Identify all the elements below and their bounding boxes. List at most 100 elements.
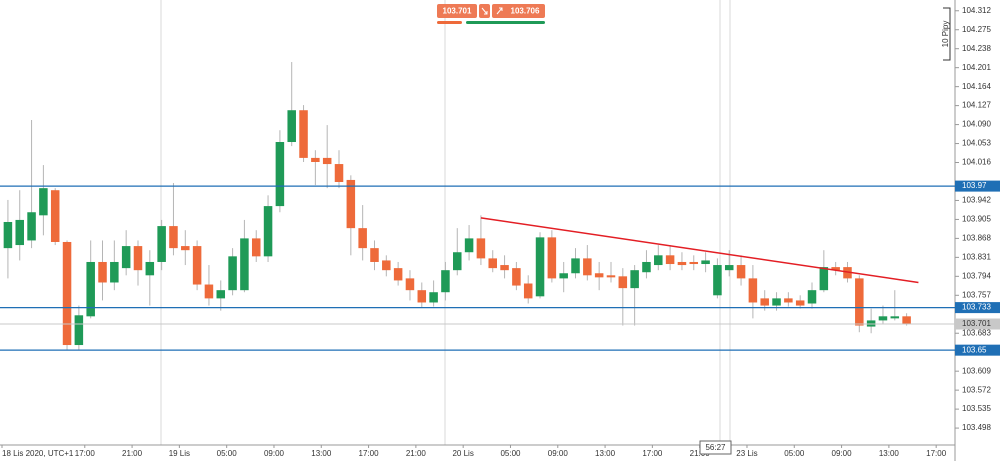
candle-body xyxy=(713,265,722,296)
candle-body xyxy=(192,246,202,285)
x-tick-label: 17:00 xyxy=(75,449,96,458)
candle-body xyxy=(807,290,817,304)
current-price-label: 103.701 xyxy=(962,319,991,328)
candle-body xyxy=(263,206,273,257)
candle-body xyxy=(74,315,84,346)
x-tick-label: 09:00 xyxy=(548,449,569,458)
sell-price: 103.701 xyxy=(443,7,472,16)
x-tick-label: 13:00 xyxy=(879,449,900,458)
buy-button[interactable] xyxy=(492,4,545,18)
x-tick-label: 23 Lis xyxy=(736,449,757,458)
candle-body xyxy=(251,238,261,257)
x-tick-label: 19 Lis xyxy=(169,449,190,458)
candle-body xyxy=(417,290,427,303)
y-tick-label: 103.572 xyxy=(962,385,991,394)
candle-body xyxy=(15,219,24,246)
candle-body xyxy=(547,237,557,279)
candle-body xyxy=(890,316,900,319)
x-tick-label: 05:00 xyxy=(784,449,805,458)
candle-body xyxy=(665,255,675,265)
candle-body xyxy=(618,276,628,289)
candle-body xyxy=(216,290,226,299)
candle-body xyxy=(145,261,155,276)
candle-body xyxy=(358,228,367,249)
y-tick-label: 103.609 xyxy=(962,366,991,375)
candle-body xyxy=(654,255,663,266)
pip-label: 10 Pipy xyxy=(941,21,950,48)
x-tick-label: 13:00 xyxy=(311,449,332,458)
candle-body xyxy=(736,265,746,279)
y-tick-label: 104.090 xyxy=(962,120,991,129)
candle-body xyxy=(27,212,36,241)
y-tick-label: 103.683 xyxy=(962,328,991,337)
candle-body xyxy=(240,238,249,291)
candle-body xyxy=(583,258,592,276)
candle-body xyxy=(453,252,462,271)
candle-body xyxy=(677,261,687,266)
trade-panel: 103.701 103.706 xyxy=(437,4,545,24)
candle-body xyxy=(204,284,214,299)
x-tick-label: 17:00 xyxy=(642,449,663,458)
candle-body xyxy=(39,188,48,216)
candle-body xyxy=(62,241,72,346)
candle-body xyxy=(866,320,876,327)
candle-body xyxy=(878,316,888,321)
y-tick-label: 104.201 xyxy=(962,63,991,72)
pip-bracket xyxy=(943,7,951,61)
y-tick-label: 104.275 xyxy=(962,25,991,34)
candle-body xyxy=(689,261,699,265)
buy-price: 103.706 xyxy=(511,7,540,16)
candle-body xyxy=(500,265,509,271)
arrow-icon xyxy=(496,7,503,15)
candle-body xyxy=(50,190,60,242)
candle-body xyxy=(512,268,521,286)
x-tick-label: 21:00 xyxy=(122,449,143,458)
candle-body xyxy=(630,270,639,289)
candle-body xyxy=(535,237,545,297)
candle-body xyxy=(370,248,379,262)
buy-bar xyxy=(466,21,545,24)
x-tick-label: 09:00 xyxy=(264,449,285,458)
candle-body xyxy=(228,256,237,291)
sell-button[interactable] xyxy=(437,4,477,18)
candle-body xyxy=(98,261,107,283)
candle-body xyxy=(724,265,734,271)
x-tick-label: 18 Lis 2020, UTC+1 xyxy=(2,449,74,458)
candle-body xyxy=(488,258,497,269)
y-tick-label: 103.794 xyxy=(962,271,991,280)
level-label-box xyxy=(955,180,1000,192)
candle-body xyxy=(429,292,438,303)
y-tick-label: 103.498 xyxy=(962,423,991,432)
candle-body xyxy=(902,316,911,324)
candle-body xyxy=(405,278,415,291)
level-label: 103.733 xyxy=(962,303,991,312)
y-tick-label: 103.942 xyxy=(962,196,991,205)
candle-body xyxy=(393,268,403,281)
candle-body xyxy=(3,221,13,249)
candle-body xyxy=(346,179,356,229)
candle-body xyxy=(441,270,450,293)
timer: 56:27 xyxy=(705,443,726,452)
candle-body xyxy=(464,238,474,253)
candle-body xyxy=(571,258,580,274)
candle-body xyxy=(476,238,486,259)
timer-box xyxy=(699,440,732,455)
candle-body xyxy=(287,110,296,143)
x-tick-label: 05:00 xyxy=(500,449,521,458)
candle-body xyxy=(594,273,604,278)
x-tick-label: 13:00 xyxy=(595,449,616,458)
level-label-box xyxy=(955,344,1000,356)
candle-body xyxy=(606,275,616,278)
candle-body xyxy=(382,260,391,271)
candle-body xyxy=(169,226,178,249)
candle-body xyxy=(133,246,143,271)
candle-body xyxy=(855,278,864,326)
sell-bar xyxy=(437,21,462,24)
candle-body xyxy=(121,246,131,269)
y-tick-label: 104.127 xyxy=(962,101,991,110)
y-tick-label: 104.312 xyxy=(962,6,991,15)
candle-body xyxy=(110,261,119,283)
